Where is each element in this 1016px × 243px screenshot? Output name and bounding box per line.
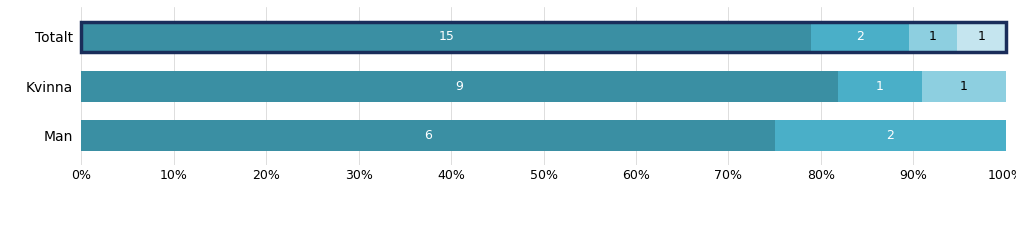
Bar: [908, 22, 957, 52]
Text: 1: 1: [960, 80, 968, 93]
Bar: [957, 22, 1006, 52]
Bar: [838, 71, 922, 102]
Text: 1: 1: [929, 30, 937, 43]
Text: 9: 9: [455, 80, 463, 93]
Text: 6: 6: [424, 129, 432, 142]
Bar: [81, 71, 838, 102]
Bar: [81, 120, 775, 151]
Bar: [81, 22, 811, 52]
Legend: Utskrivning (arbete, studier, aktivt arbetssökande), Fortsatt rehabilitering, Öv: Utskrivning (arbete, studier, aktivt arb…: [170, 242, 917, 243]
Bar: [922, 71, 1006, 102]
Text: 2: 2: [855, 30, 864, 43]
Text: 1: 1: [876, 80, 884, 93]
Bar: [811, 22, 908, 52]
Bar: [775, 120, 1006, 151]
Text: 1: 1: [977, 30, 986, 43]
Text: 2: 2: [886, 129, 894, 142]
Text: 15: 15: [438, 30, 454, 43]
